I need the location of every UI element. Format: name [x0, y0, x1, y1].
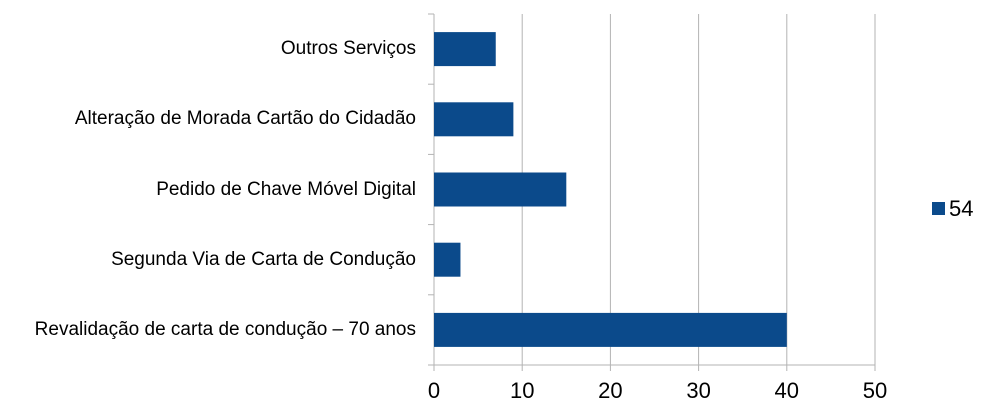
x-tick-label: 10 [510, 378, 534, 403]
y-tick-label: Alteração de Morada Cartão do Cidadão [74, 108, 416, 130]
y-tick-label: Revalidação de carta de condução – 70 an… [34, 318, 416, 340]
x-tick-label: 30 [686, 378, 710, 403]
x-tick-label: 40 [775, 378, 799, 403]
legend-label: 54 [949, 196, 973, 221]
y-tick-label: Segunda Via de Carta de Condução [111, 248, 416, 270]
x-tick-label: 50 [863, 378, 887, 403]
bar [434, 102, 514, 137]
x-tick-label: 0 [428, 378, 440, 403]
y-tick-label: Pedido de Chave Móvel Digital [156, 178, 416, 200]
bar [434, 32, 496, 67]
bar [434, 172, 567, 207]
legend-swatch [932, 202, 945, 215]
y-tick-label: Outros Serviços [280, 38, 416, 60]
bar [434, 312, 787, 347]
x-tick-label: 20 [598, 378, 622, 403]
bar [434, 242, 461, 277]
